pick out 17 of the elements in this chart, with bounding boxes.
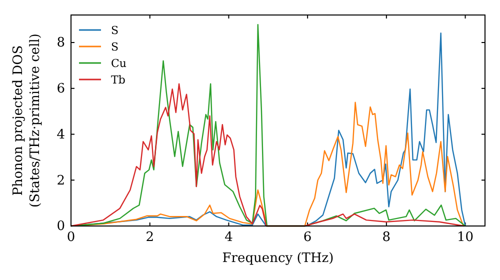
y-tick-label: 2 — [56, 173, 65, 188]
x-tick-label: 2 — [146, 230, 154, 246]
legend-label: Tb — [111, 74, 126, 86]
x-tick-label: 10 — [457, 230, 474, 246]
x-tick-label: 6 — [303, 230, 312, 246]
y-tick-label: 0 — [56, 219, 65, 234]
y-tick-label: 8 — [56, 36, 65, 51]
x-tick-label: 8 — [382, 230, 391, 246]
y-tick-label: 4 — [56, 127, 65, 142]
y-tick-label: 6 — [56, 82, 65, 97]
x-tick-label: 0 — [66, 230, 76, 246]
legend-label: S — [111, 24, 119, 37]
x-tick-label: 4 — [224, 230, 233, 246]
x-axis-title: Frequency (THz) — [222, 251, 334, 266]
y-axis-title: Phonon projected DOS (States/THz·primitive cell) — [11, 33, 43, 208]
legend-label: S — [111, 40, 119, 54]
legend-label: Cu — [111, 57, 127, 70]
